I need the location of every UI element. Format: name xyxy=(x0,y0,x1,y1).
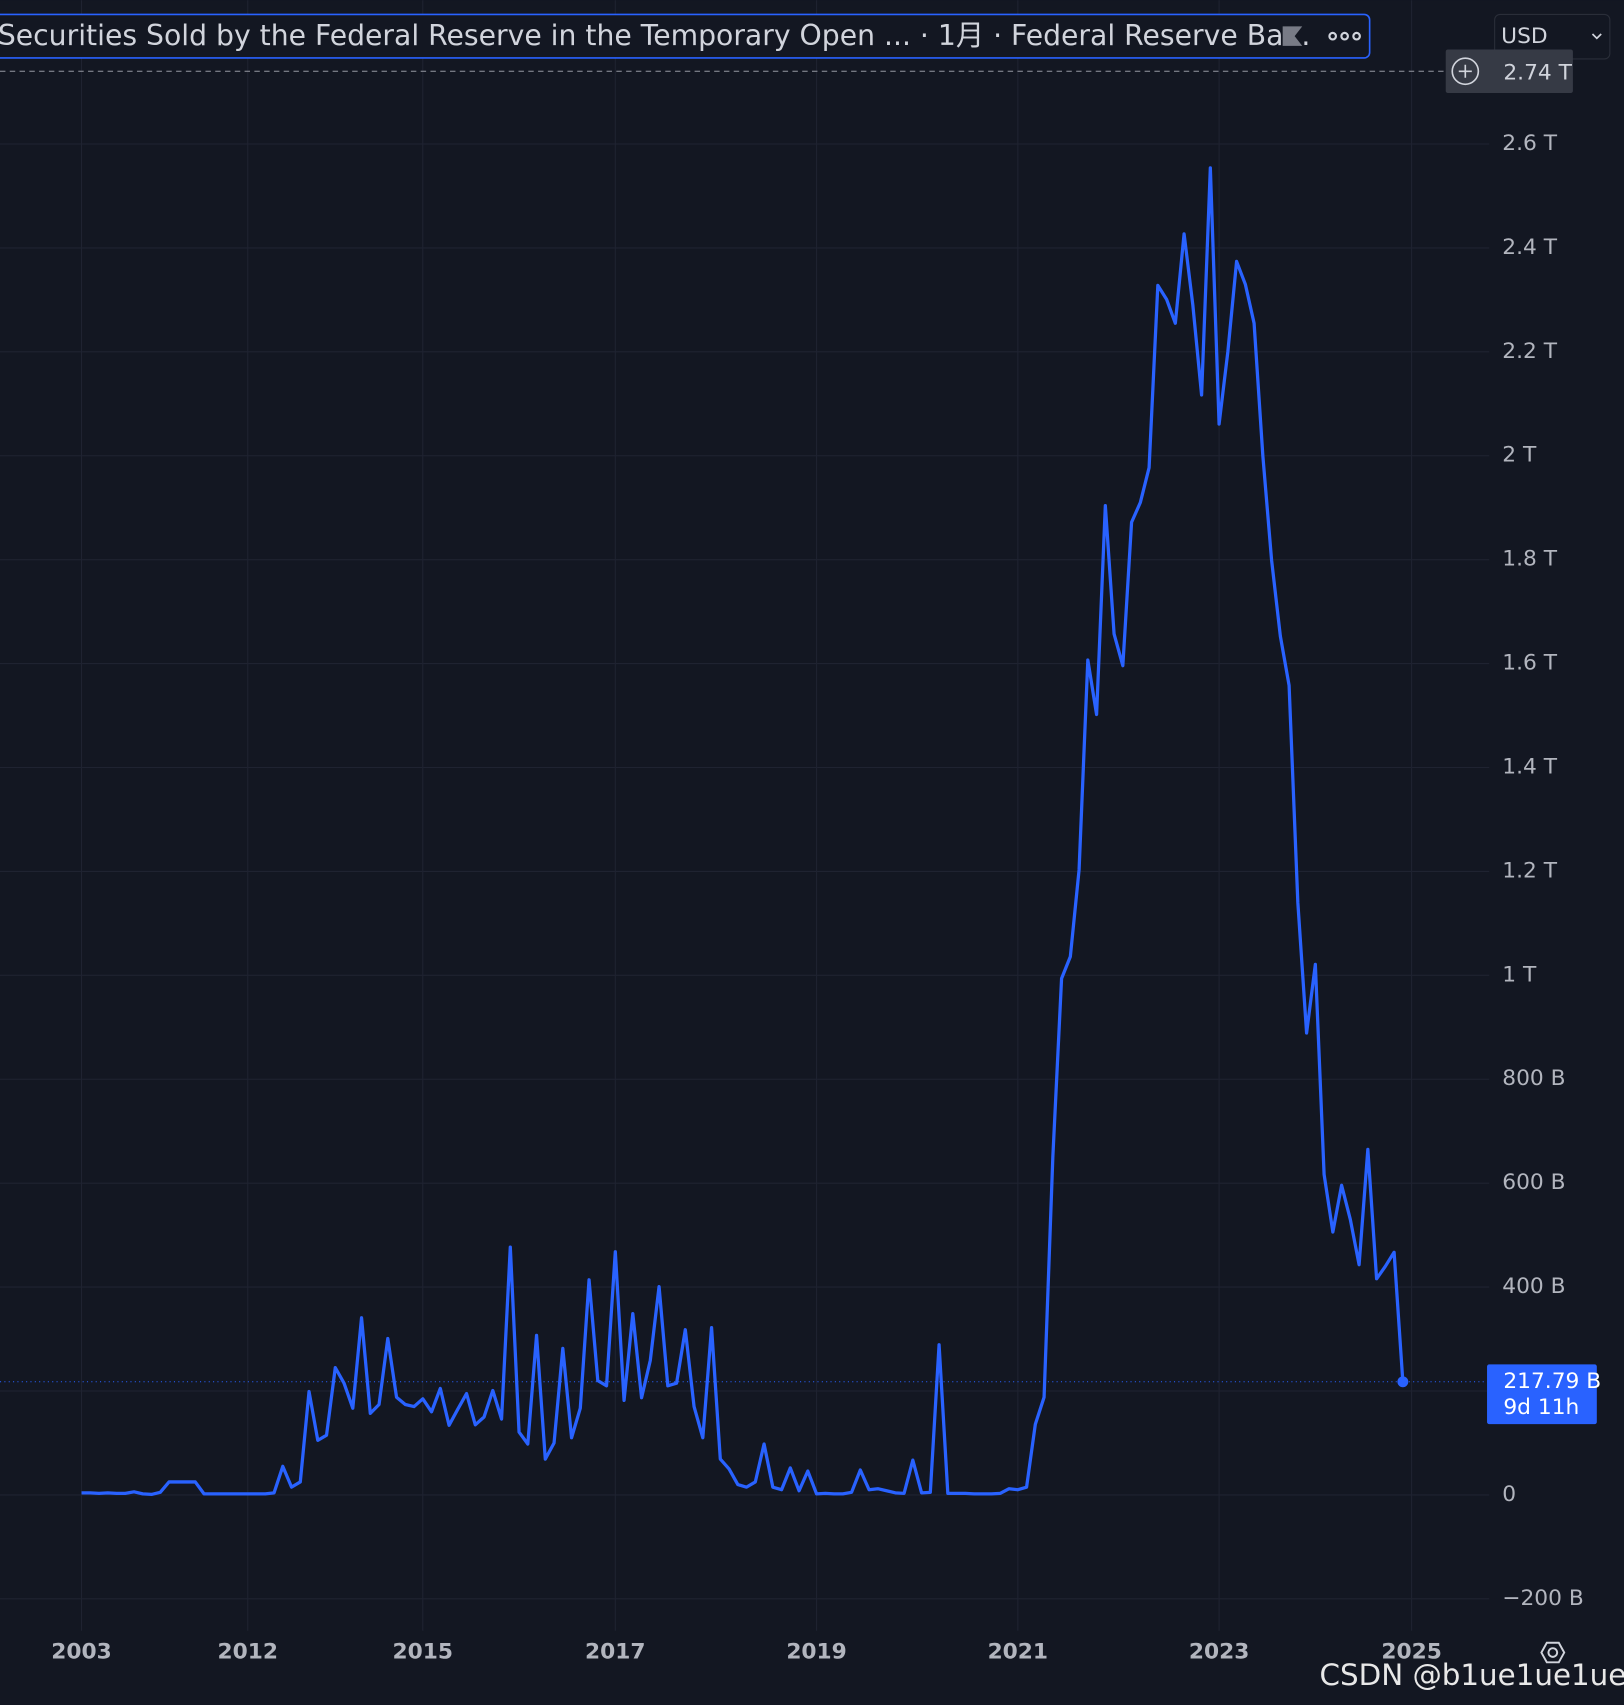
legend-box[interactable] xyxy=(0,13,1371,59)
y-tick-label: 2.2 T xyxy=(1502,339,1557,364)
y-tick-label: 1 T xyxy=(1502,962,1537,987)
crosshair-label: 2.74 T xyxy=(1503,60,1572,85)
line-series xyxy=(81,166,1405,1497)
y-tick-label: 1.6 T xyxy=(1502,651,1557,676)
watermark: CSDN @b1ue1ue1ue xyxy=(1320,1658,1624,1692)
x-tick-label: 2017 xyxy=(585,1640,646,1665)
last-value-box xyxy=(1487,1364,1597,1425)
y-tick-label: −200 B xyxy=(1502,1586,1584,1611)
y-tick-label: 2 T xyxy=(1502,443,1537,468)
countdown: 9d 11h xyxy=(1503,1395,1579,1420)
last-point xyxy=(1397,1376,1409,1388)
series-title: Securities Sold by the Federal Reserve i… xyxy=(0,19,1310,52)
dropdown-arrow xyxy=(1591,33,1602,40)
y-tick-label: 2.6 T xyxy=(1502,131,1557,156)
y-tick-label: 2.4 T xyxy=(1502,235,1557,260)
y-tick-label: 1.8 T xyxy=(1502,547,1557,572)
y-tick-label: 400 B xyxy=(1502,1274,1565,1299)
plot xyxy=(0,166,1490,1497)
y-tick-label: 0 xyxy=(1502,1482,1516,1507)
currency: USD xyxy=(1501,24,1547,49)
grid xyxy=(0,0,1490,1631)
x-tick-label: 2003 xyxy=(51,1640,112,1665)
x-tick-label: 2023 xyxy=(1189,1640,1250,1665)
more-icon[interactable] xyxy=(1328,31,1361,41)
x-tick-label: 2025 xyxy=(1381,1640,1442,1665)
x-tick-label: 2015 xyxy=(393,1640,454,1665)
add-button[interactable] xyxy=(1451,57,1480,86)
y-tick-label: 800 B xyxy=(1502,1066,1565,1091)
x-tick-label: 2012 xyxy=(218,1640,279,1665)
x-tick-label: 2021 xyxy=(988,1640,1049,1665)
crosshair-label-box xyxy=(1445,49,1573,93)
y-tick-label: 1.4 T xyxy=(1502,755,1557,780)
x-tick-label: 2019 xyxy=(786,1640,847,1665)
y-tick-label: 600 B xyxy=(1502,1170,1565,1195)
add-button-plus xyxy=(1458,64,1472,78)
last-value-label: 217.79 B xyxy=(1503,1369,1601,1394)
y-tick-label: 1.2 T xyxy=(1502,858,1557,883)
flag-icon[interactable] xyxy=(1282,26,1303,46)
settings-icon[interactable] xyxy=(1540,1641,1566,1664)
